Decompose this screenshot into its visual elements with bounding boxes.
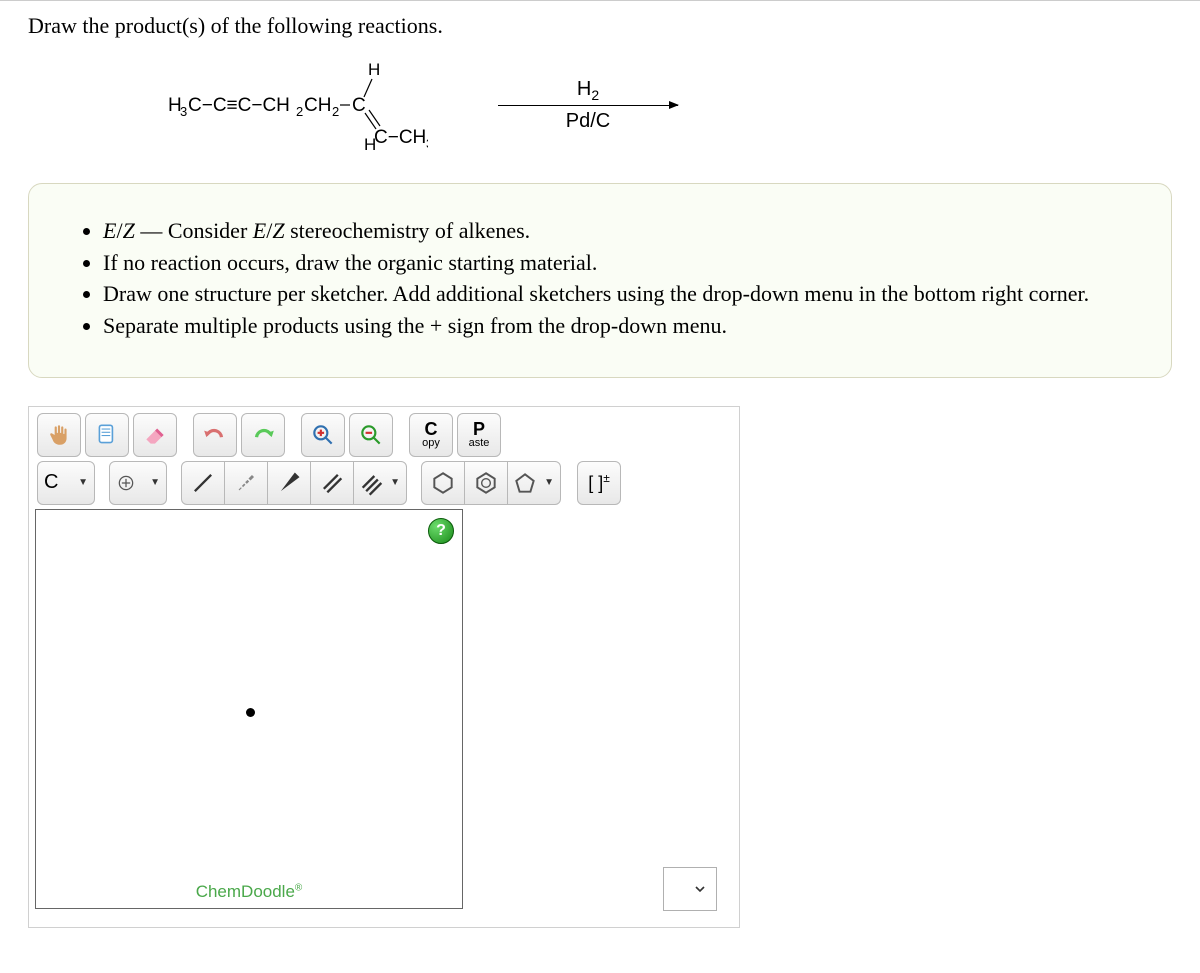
sketcher-widget: C opy P aste C ▼ ▼ <box>28 406 740 928</box>
benzene-button[interactable] <box>464 461 508 505</box>
chevron-down-icon: ▼ <box>78 477 88 488</box>
single-bond-button[interactable] <box>181 461 225 505</box>
reaction-scheme: H 3 C−C≡C−CH 2 CH 2 C H C−CH 3 <box>28 57 1172 153</box>
hints-box: E/Z — Consider E/Z stereochemistry of al… <box>28 183 1172 378</box>
svg-text:2: 2 <box>332 104 339 119</box>
toolbar-row-1: C opy P aste <box>35 413 733 457</box>
chevron-down-icon: ▼ <box>150 477 160 488</box>
copy-button[interactable]: C opy <box>409 413 453 457</box>
hints-list: E/Z — Consider E/Z stereochemistry of al… <box>75 216 1125 341</box>
erase-tool-button[interactable] <box>133 413 177 457</box>
chevron-down-icon <box>692 881 708 897</box>
chevron-down-icon: ▼ <box>390 477 400 488</box>
reaction-arrow: H2 Pd/C <box>498 78 678 133</box>
svg-text:3: 3 <box>426 136 428 151</box>
add-atom-button[interactable]: ▼ <box>109 461 167 505</box>
element-picker-button[interactable]: C ▼ <box>37 461 95 505</box>
question-prompt: Draw the product(s) of the following rea… <box>28 13 1172 39</box>
svg-text:2: 2 <box>296 104 303 119</box>
ring-more-button[interactable]: ▼ <box>507 461 561 505</box>
svg-text:C−C≡C−CH: C−C≡C−CH <box>188 95 290 116</box>
svg-text:H: H <box>368 60 380 79</box>
paste-label-sub: aste <box>469 438 490 449</box>
zoom-out-button[interactable] <box>349 413 393 457</box>
lasso-tool-button[interactable] <box>85 413 129 457</box>
hint-item: E/Z — Consider E/Z stereochemistry of al… <box>103 216 1125 246</box>
charge-label: [ ]± <box>588 471 610 494</box>
paste-button[interactable]: P aste <box>457 413 501 457</box>
charge-tool-button[interactable]: [ ]± <box>577 461 621 505</box>
element-label: C <box>44 471 58 494</box>
reagent-below: Pd/C <box>566 110 610 133</box>
svg-text:CH: CH <box>304 95 331 116</box>
redo-button[interactable] <box>241 413 285 457</box>
paste-label-top: P <box>473 420 485 438</box>
copy-label-top: C <box>425 420 438 438</box>
canvas-start-atom[interactable] <box>246 708 255 717</box>
reactant-h-label: H <box>364 135 376 155</box>
wedge-bond-button[interactable] <box>267 461 311 505</box>
hint-item: Separate multiple products using the + s… <box>103 311 1125 341</box>
svg-text:C: C <box>352 95 366 116</box>
drawing-canvas[interactable]: ? ChemDoodle® <box>35 509 463 909</box>
bond-tool-group: ▼ <box>181 461 407 505</box>
chevron-down-icon: ▼ <box>544 477 554 488</box>
move-tool-button[interactable] <box>37 413 81 457</box>
recessed-bond-button[interactable] <box>224 461 268 505</box>
question-container: Draw the product(s) of the following rea… <box>0 0 1200 948</box>
triple-bond-button[interactable]: ▼ <box>353 461 407 505</box>
reagent-above: H2 <box>577 78 599 103</box>
double-bond-button[interactable] <box>310 461 354 505</box>
toolbar-row-2: C ▼ ▼ <box>35 461 733 505</box>
undo-button[interactable] <box>193 413 237 457</box>
copy-label-sub: opy <box>422 438 440 449</box>
chemdoodle-brand: ChemDoodle® <box>196 882 303 902</box>
add-sketcher-dropdown[interactable] <box>663 867 717 911</box>
cyclohexane-button[interactable] <box>421 461 465 505</box>
svg-text:C−CH: C−CH <box>374 127 426 148</box>
svg-text:3: 3 <box>180 104 187 119</box>
help-button[interactable]: ? <box>428 518 454 544</box>
ring-tool-group: ▼ <box>421 461 561 505</box>
arrow-line <box>498 105 678 106</box>
hint-item: If no reaction occurs, draw the organic … <box>103 248 1125 278</box>
zoom-in-button[interactable] <box>301 413 345 457</box>
hint-item: Draw one structure per sketcher. Add add… <box>103 279 1125 309</box>
reactant-structure: H 3 C−C≡C−CH 2 CH 2 C H C−CH 3 <box>168 57 468 153</box>
